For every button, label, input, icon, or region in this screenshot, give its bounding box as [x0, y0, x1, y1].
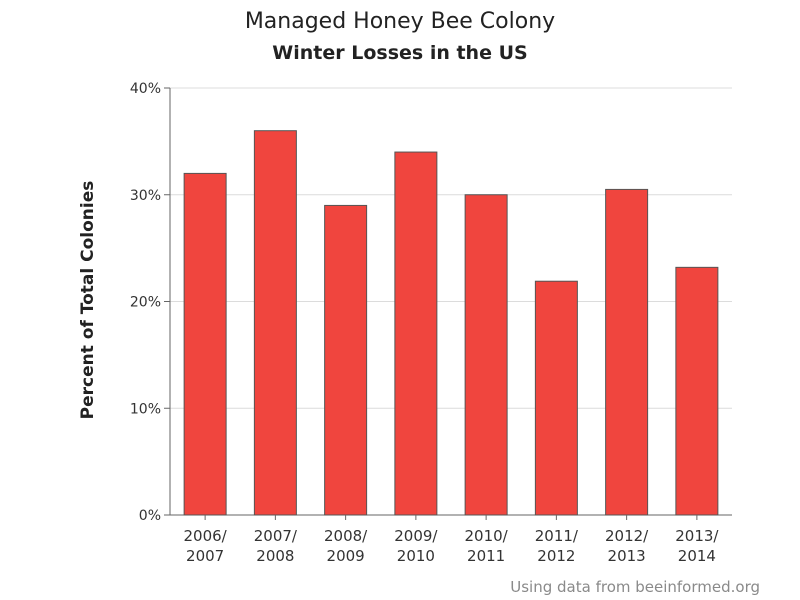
chart-subtitle: Winter Losses in the US: [272, 42, 528, 64]
bar: [675, 266, 719, 516]
y-tick-label: 20%: [130, 295, 161, 311]
y-tick-label: 40%: [130, 81, 161, 97]
x-tick-label: 2006/: [184, 527, 228, 545]
bar: [394, 151, 438, 516]
bar: [183, 172, 227, 516]
bar: [464, 194, 508, 516]
bar: [605, 188, 649, 516]
bar: [253, 130, 297, 516]
source-footnote: Using data from beeinformed.org: [510, 578, 760, 596]
x-tick-label: 2011: [467, 547, 505, 565]
x-tick-label: 2009: [327, 547, 365, 565]
x-tick-label: 2012/: [605, 527, 649, 545]
x-tick-label: 2009/: [394, 527, 438, 545]
x-tick-label: 2011/: [535, 527, 579, 545]
x-tick-label: 2008: [256, 547, 294, 565]
x-tick-label: 2013: [608, 547, 646, 565]
x-tick-label: 2010/: [465, 527, 509, 545]
x-tick-label: 2007/: [254, 527, 298, 545]
x-tick-label: 2012: [537, 547, 575, 565]
x-tick-label: 2008/: [324, 527, 368, 545]
y-tick-label: 10%: [130, 401, 161, 417]
chart-title: Managed Honey Bee Colony: [244, 9, 556, 34]
y-tick-label: 0%: [139, 508, 161, 524]
x-tick-label: 2013/: [675, 527, 719, 545]
x-tick-label: 2010: [397, 547, 435, 565]
y-tick-label: 30%: [130, 188, 161, 204]
bar: [324, 204, 368, 516]
x-tick-label: 2007: [186, 547, 224, 565]
x-tick-label: 2014: [678, 547, 716, 565]
bar: [534, 280, 578, 516]
